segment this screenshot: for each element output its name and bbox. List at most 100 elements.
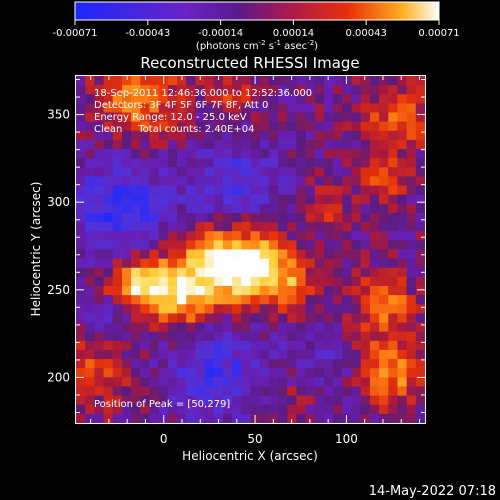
heatmap-cell <box>259 167 270 178</box>
heatmap-cell <box>415 413 425 423</box>
heatmap-cell <box>177 349 187 360</box>
heatmap-cell <box>177 404 187 415</box>
heatmap-cell <box>250 121 261 132</box>
heatmap-cell <box>204 340 215 351</box>
heatmap-cell <box>268 322 279 333</box>
heatmap-cell <box>213 276 224 287</box>
heatmap-cell <box>397 386 408 397</box>
heatmap-cell <box>167 103 178 114</box>
heatmap-cell <box>333 258 343 269</box>
heatmap-cell <box>388 322 399 333</box>
heatmap-cell <box>85 395 95 406</box>
heatmap-cell <box>85 185 95 196</box>
heatmap-cell <box>342 231 353 241</box>
heatmap-cell <box>369 395 380 406</box>
heatmap-cell <box>406 167 417 178</box>
heatmap-cell <box>314 377 325 388</box>
heatmap-cell <box>314 194 325 205</box>
heatmap-cell <box>287 286 298 296</box>
heatmap-cell <box>379 212 389 223</box>
heatmap-cell <box>314 130 325 141</box>
heatmap-cell <box>94 130 105 141</box>
heatmap-cell <box>278 176 288 187</box>
heatmap-cell <box>94 240 105 251</box>
heatmap-cell <box>360 313 371 324</box>
heatmap-cell <box>305 295 316 305</box>
heatmap-cell <box>259 286 270 296</box>
heatmap-cell <box>379 94 389 104</box>
heatmap-cell <box>369 304 380 315</box>
heatmap-cell <box>379 185 389 196</box>
heatmap-cell <box>333 304 343 315</box>
heatmap-cell <box>314 313 325 324</box>
heatmap-cell <box>369 313 380 324</box>
heatmap-cell <box>323 222 334 232</box>
heatmap-cell <box>85 212 95 223</box>
heatmap-cell <box>278 349 288 360</box>
heatmap-cell <box>158 267 169 278</box>
heatmap-cell <box>287 395 298 406</box>
heatmap-cell <box>241 185 252 196</box>
heatmap-cell <box>158 167 169 178</box>
heatmap-cell <box>195 359 206 369</box>
heatmap-cell <box>323 331 334 342</box>
heatmap-cell <box>195 304 206 315</box>
heatmap-cell <box>333 231 343 241</box>
heatmap-cell <box>232 331 242 342</box>
x-axis-label: Heliocentric X (arcsec) <box>182 449 318 463</box>
heatmap-cell <box>296 413 307 423</box>
heatmap-cell <box>232 222 242 232</box>
heatmap-cell <box>177 276 187 287</box>
heatmap-cell <box>222 121 233 132</box>
heatmap-cell <box>204 167 215 178</box>
heatmap-cell <box>131 359 141 369</box>
heatmap-cell <box>158 304 169 315</box>
heatmap-cell <box>186 222 196 232</box>
heatmap-cell <box>351 276 362 287</box>
heatmap-cell <box>333 222 343 232</box>
heatmap-cell <box>323 240 334 251</box>
heatmap-cell <box>186 176 196 187</box>
heatmap-cell <box>278 240 288 251</box>
heatmap-cell <box>296 340 307 351</box>
heatmap-cell <box>305 176 316 187</box>
heatmap-cell <box>204 359 215 369</box>
heatmap-cell <box>305 112 316 123</box>
heatmap-cell <box>103 212 114 223</box>
heatmap-cell <box>158 194 169 205</box>
heatmap-cell <box>121 340 132 351</box>
heatmap-cell <box>259 313 270 324</box>
heatmap-cell <box>278 185 288 196</box>
heatmap-cell <box>342 276 353 287</box>
heatmap-cell <box>213 85 224 95</box>
heatmap-cell <box>222 139 233 150</box>
heatmap-cell <box>305 413 316 423</box>
heatmap-cell <box>149 103 160 114</box>
heatmap-cell <box>167 295 178 305</box>
heatmap-cell <box>296 313 307 324</box>
heatmap-cell <box>268 167 279 178</box>
heatmap-cell <box>333 194 343 205</box>
heatmap-cell <box>406 304 417 315</box>
heatmap-cell <box>388 276 399 287</box>
heatmap-cell <box>287 413 298 423</box>
heatmap-cell <box>131 322 141 333</box>
heatmap-cell <box>204 194 215 205</box>
heatmap-cell <box>406 313 417 324</box>
heatmap-cell <box>333 413 343 423</box>
heatmap-cell <box>397 231 408 241</box>
heatmap-cell <box>94 331 105 342</box>
heatmap-cell <box>149 295 160 305</box>
heatmap-cell <box>323 203 334 214</box>
heatmap-cell <box>112 167 123 178</box>
heatmap-cell <box>259 240 270 251</box>
heatmap-cell <box>186 359 196 369</box>
heatmap-cell <box>121 286 132 296</box>
heatmap-cell <box>369 203 380 214</box>
heatmap-cell <box>94 139 105 150</box>
annotation-counts: Clean Total counts: 2.40E+04 <box>94 124 254 135</box>
heatmap-cell <box>213 313 224 324</box>
heatmap-cell <box>140 158 151 168</box>
heatmap-cell <box>149 85 160 95</box>
heatmap-cell <box>76 377 86 388</box>
